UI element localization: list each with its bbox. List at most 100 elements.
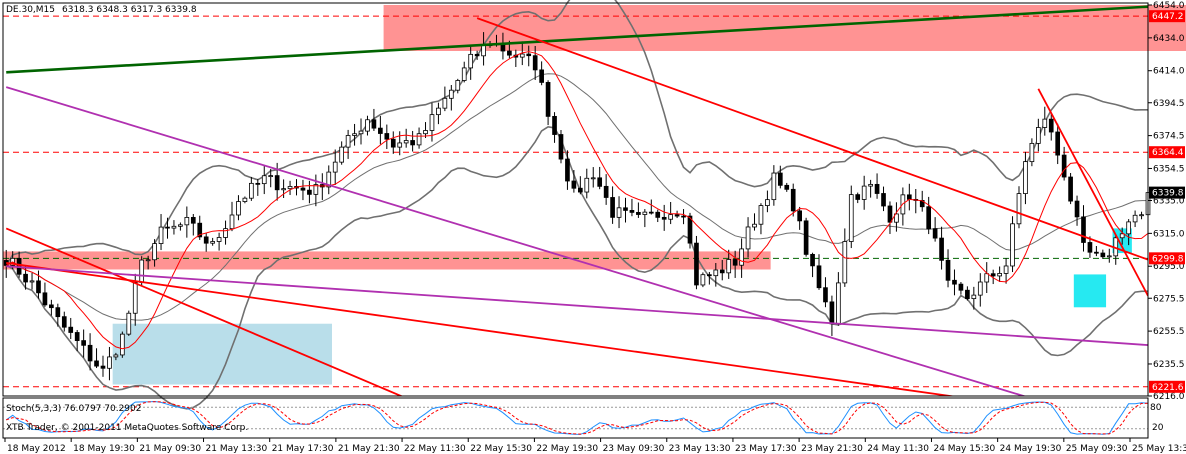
- candle-131: [848, 185, 854, 249]
- candle-48: [313, 174, 319, 207]
- candle-body: [868, 183, 873, 187]
- candle-body: [49, 304, 54, 309]
- candle-64: [416, 127, 422, 149]
- candle-176: [1139, 211, 1144, 220]
- frame-layer: [2, 2, 1149, 439]
- x-tick-label: 21 May 21:30: [338, 444, 400, 454]
- candle-body: [790, 188, 796, 212]
- candle-body: [448, 89, 454, 99]
- candle-body: [1119, 233, 1125, 239]
- moving-average-layer: [5, 51, 1149, 350]
- candle-body: [81, 340, 86, 346]
- bollinger-layer: [5, 0, 1149, 410]
- candle-body: [1036, 127, 1041, 144]
- y-tick-label: 6275.5: [1153, 294, 1185, 304]
- candle-83: [539, 61, 544, 86]
- stoch-panel-border: [2, 397, 1149, 439]
- candle-body: [687, 215, 693, 244]
- ohlc-readout: 6318.3 6348.3 6317.3 6339.8: [62, 5, 197, 15]
- candle-53: [345, 129, 351, 159]
- candle-body: [636, 211, 641, 215]
- candle-body: [642, 211, 648, 215]
- candle-body: [836, 282, 841, 325]
- candle-54: [352, 123, 357, 146]
- candle-36: [236, 195, 241, 221]
- candle-153: [990, 269, 996, 285]
- candle-body: [249, 182, 254, 199]
- candle-25: [165, 217, 170, 239]
- candle-body: [397, 142, 403, 148]
- candle-116: [752, 213, 757, 231]
- candle-body: [603, 185, 609, 198]
- candle-55: [358, 118, 364, 145]
- price-tag-2: [1149, 186, 1185, 199]
- candle-body: [1068, 176, 1073, 202]
- candle-46: [300, 179, 306, 201]
- x-tick-label: 22 May 19:30: [536, 444, 598, 454]
- candle-126: [816, 254, 822, 290]
- candle-148: [958, 282, 964, 295]
- candle-body: [829, 301, 835, 325]
- candle-body: [55, 307, 61, 318]
- candle-body: [390, 138, 396, 148]
- candle-body: [700, 274, 706, 286]
- stoch-level-20: 20: [1152, 423, 1164, 433]
- candle-98: [636, 202, 641, 218]
- bollinger-upper: [5, 0, 1148, 266]
- candle-body: [384, 133, 390, 140]
- x-tick-label: 22 May 11:30: [404, 444, 466, 454]
- candle-115: [745, 217, 751, 258]
- candle-body: [532, 55, 538, 71]
- candle-body: [648, 211, 654, 214]
- candle-body: [507, 50, 512, 56]
- x-tick-label: 25 May 09:30: [1066, 444, 1128, 454]
- candle-body: [932, 228, 938, 239]
- candle-body: [171, 225, 177, 229]
- candle-158: [1023, 151, 1028, 205]
- price-tag-1: [1149, 146, 1185, 159]
- candle-body: [984, 273, 990, 283]
- candle-146: [945, 249, 951, 288]
- candle-166: [1074, 195, 1080, 226]
- candle-body: [461, 67, 467, 81]
- candle-35: [229, 201, 235, 232]
- candle-85: [552, 112, 557, 143]
- candle-body: [590, 177, 596, 180]
- candle-body: [939, 237, 944, 261]
- stoch-level-80: 80: [1150, 403, 1162, 413]
- candle-81: [526, 45, 532, 67]
- candle-6: [42, 282, 48, 307]
- candle-body: [403, 140, 409, 144]
- candle-123: [797, 206, 802, 230]
- candle-body: [945, 259, 951, 281]
- candle-143: [926, 196, 932, 235]
- candle-body: [1132, 214, 1138, 223]
- bollinger-lower: [5, 125, 1149, 410]
- candle-121: [784, 182, 790, 192]
- candle-body: [242, 197, 248, 202]
- candle-body: [145, 259, 151, 262]
- candle-body: [842, 241, 848, 284]
- price-tag-label: 6299.8: [1152, 254, 1184, 264]
- stochastic-layer: [3, 400, 1149, 435]
- candle-body: [694, 242, 699, 286]
- candle-body: [287, 186, 293, 190]
- candle-120: [777, 165, 783, 189]
- candle-body: [816, 265, 822, 289]
- candle-68: [442, 86, 448, 112]
- candle-body: [707, 274, 712, 277]
- candle-body: [313, 184, 319, 195]
- y-tick-label: 6255.5: [1153, 327, 1185, 337]
- candle-23: [152, 239, 157, 267]
- candle-157: [1016, 186, 1022, 229]
- candle-body: [365, 119, 370, 132]
- candle-body: [1055, 131, 1061, 156]
- stoch-signal-line: [6, 401, 1149, 435]
- copyright-label: XTB Trader, © 2001-2011 MetaQuotes Softw…: [6, 423, 248, 433]
- candle-60: [390, 131, 396, 154]
- candle-151: [977, 273, 983, 307]
- candle-body: [558, 134, 564, 160]
- candle-171: [1106, 248, 1112, 263]
